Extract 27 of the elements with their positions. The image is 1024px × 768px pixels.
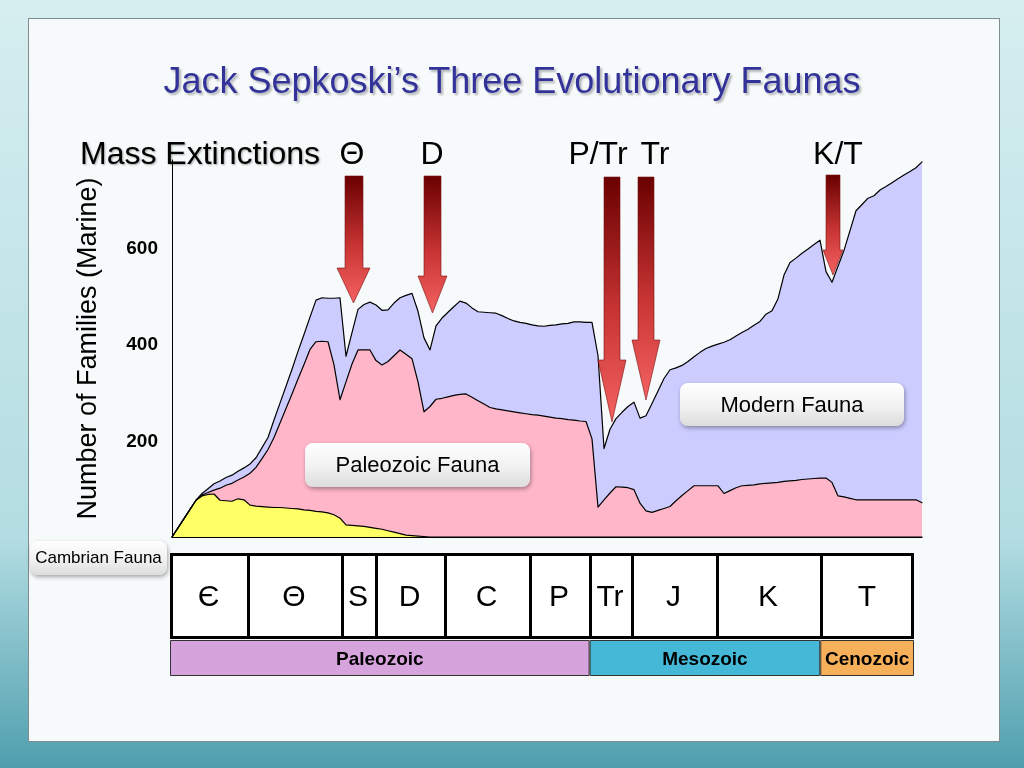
y-tick-label: 600 — [126, 236, 158, 258]
series-label: Paleozoic Fauna — [335, 452, 500, 478]
annotation: Mass Extinctions — [80, 135, 321, 171]
text: Є — [197, 579, 220, 613]
chart-title: Jack Sepkoski’s Three Evolutionary Faunas — [163, 59, 861, 101]
series-label: Mesozoic — [662, 647, 749, 669]
text: Tr — [596, 579, 624, 613]
series-label: Cenozoic — [824, 647, 910, 669]
series-label: Paleozoic — [335, 647, 425, 669]
text: Θ — [282, 579, 306, 613]
annotation: D — [420, 135, 444, 171]
annotation: Θ — [339, 135, 365, 171]
y-tick-label: 200 — [126, 429, 158, 451]
text: P — [548, 579, 569, 613]
annotation: Tr — [640, 135, 670, 171]
text: J — [666, 579, 681, 613]
text: C — [475, 579, 498, 613]
y-tick-label: 400 — [126, 333, 158, 355]
series-label: Modern Fauna — [720, 391, 864, 418]
annotation: K/T — [813, 135, 863, 171]
annotation: P/Tr — [568, 135, 628, 171]
text: K — [757, 579, 778, 613]
series-label: Cambrian Fauna — [35, 548, 162, 568]
text: S — [347, 579, 368, 613]
y-axis-title: Number of Families (Marine) — [71, 177, 102, 520]
text: D — [398, 579, 421, 613]
text: T — [857, 579, 877, 613]
